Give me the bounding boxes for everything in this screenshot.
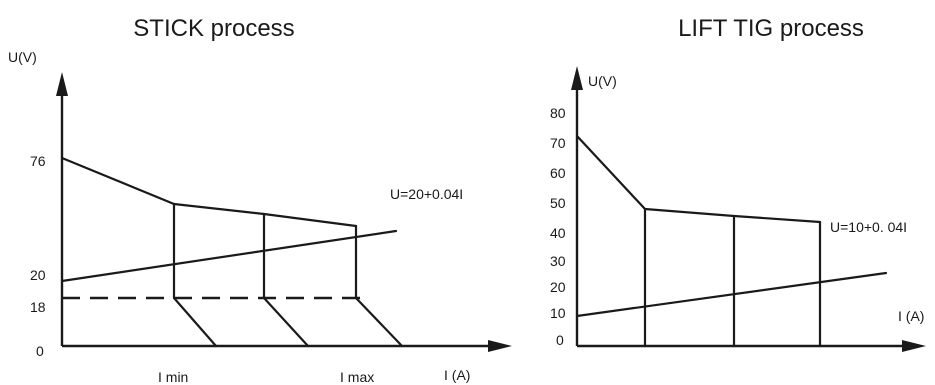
tig-y-axis-label: U(V)	[588, 73, 617, 89]
tig-y-tick-50: 50	[550, 195, 566, 211]
stick-diagram: STICK process U(V) I (A) 76 20 18 0 I mi…	[8, 15, 512, 385]
stick-slope-mid	[262, 296, 310, 348]
tig-y-tick-20: 20	[550, 279, 566, 295]
tig-y-tick-10: 10	[550, 305, 566, 321]
stick-y-tick-76: 76	[30, 153, 46, 169]
stick-load-line-label: U=20+0.04I	[390, 186, 463, 202]
stick-slope-imin	[172, 296, 218, 348]
stick-slope-imax	[354, 296, 404, 348]
tig-y-tick-30: 30	[550, 253, 566, 269]
stick-y-tick-18: 18	[30, 299, 46, 315]
tig-y-tick-40: 40	[550, 225, 566, 241]
tig-x-axis-label: I (A)	[898, 308, 924, 324]
tig-load-line-label: U=10+0. 04I	[830, 219, 907, 235]
stick-x-tick-imax: I max	[340, 369, 374, 385]
tig-y-tick-70: 70	[550, 135, 566, 151]
stick-load-line	[60, 229, 398, 283]
tig-diagram: LIFT TIG process U(V) I (A) 80 70 60 50 …	[550, 15, 926, 352]
tig-x-axis-arrow	[902, 340, 926, 352]
tig-load-line	[575, 271, 888, 318]
stick-x-axis-arrow	[488, 340, 512, 352]
stick-y-tick-20: 20	[30, 267, 46, 283]
stick-x-tick-imin: I min	[158, 369, 188, 385]
stick-title: STICK process	[133, 15, 294, 42]
tig-y-tick-60: 60	[550, 165, 566, 181]
stick-y-axis-label: U(V)	[8, 49, 37, 65]
stick-y-axis-arrow	[56, 72, 68, 96]
stick-characteristic-curve	[60, 156, 358, 228]
tig-y-tick-0: 0	[556, 332, 564, 348]
tig-y-axis-arrow	[571, 66, 583, 90]
tig-characteristic-curve	[575, 134, 822, 224]
tig-title: LIFT TIG process	[678, 15, 864, 42]
tig-y-tick-80: 80	[550, 105, 566, 121]
stick-y-tick-0: 0	[36, 343, 44, 359]
stick-x-axis-label: I (A)	[444, 367, 470, 383]
